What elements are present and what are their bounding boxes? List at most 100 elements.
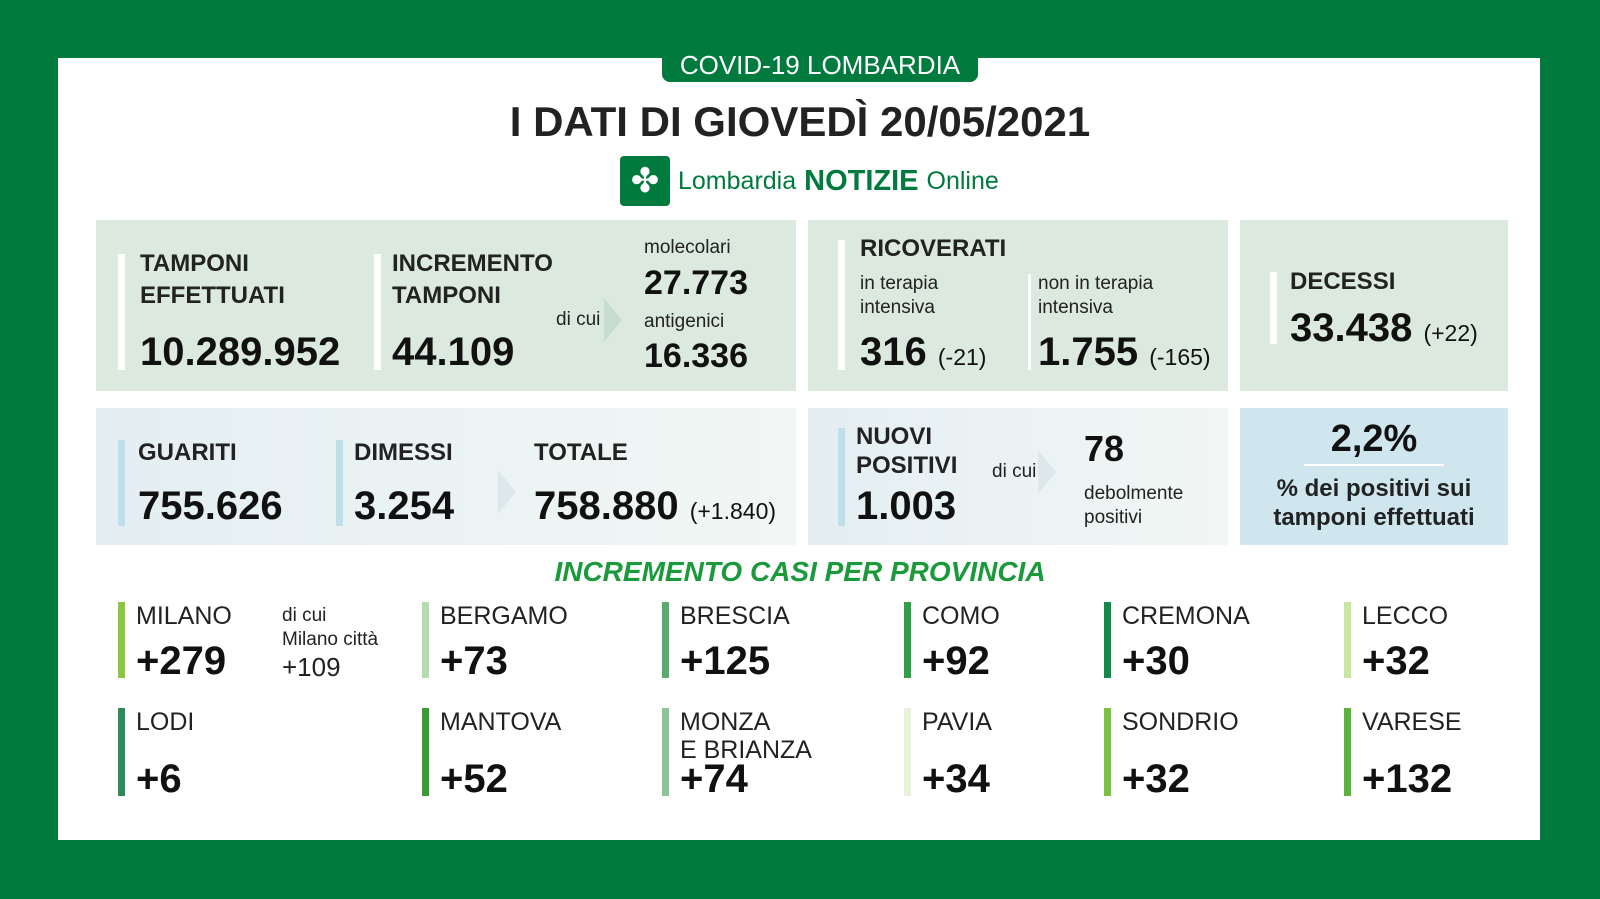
logo: ✤ Lombardia NOTIZIE Online: [620, 156, 999, 206]
province-color-bar: [904, 602, 911, 678]
page-title: I DATI DI GIOVEDÌ 20/05/2021: [509, 98, 1091, 145]
section-title: INCREMENTO CASI PER PROVINCIA: [554, 556, 1046, 587]
guariti-value: 755.626: [138, 484, 283, 528]
incremento-value: 44.109: [392, 330, 515, 374]
province-item: PAVIA +34: [904, 708, 1124, 801]
milano-citta: di cui Milano città +109: [282, 605, 379, 682]
decessi-value: 33.438 (+22): [1290, 306, 1478, 350]
province-item: COMO +92: [904, 602, 1124, 683]
logo-text: NOTIZIE: [804, 164, 919, 197]
dimessi-label: DIMESSI: [354, 439, 453, 466]
incremento-label: INCREMENTO TAMPONI: [392, 250, 553, 309]
antigenici-value: 16.336: [644, 337, 748, 375]
divider: [374, 254, 381, 370]
logo-text: Lombardia: [678, 166, 797, 195]
nuovi-value: 1.003: [856, 484, 957, 528]
divider: [336, 440, 343, 526]
tamponi-panel: [96, 220, 796, 391]
molecolari-label: molecolari: [644, 237, 731, 258]
divider: [838, 428, 845, 526]
divider: [1028, 274, 1031, 370]
nti-value: 1.755 (-165): [1038, 330, 1211, 374]
tamponi-value: 10.289.952: [140, 330, 341, 374]
province-name: BRESCIA: [680, 602, 790, 630]
logo-text: Online: [926, 166, 999, 195]
province-color-bar: [118, 708, 125, 796]
totale-value: 758.880 (+1.840): [534, 484, 777, 528]
arrow-icon: [1038, 450, 1056, 494]
percent-value: 2,2%: [1330, 418, 1418, 460]
arrow-icon: [498, 470, 516, 514]
province-name: MILANO: [136, 602, 232, 630]
province-value: +73: [440, 639, 508, 683]
province-value: +34: [922, 757, 990, 801]
divider: [1270, 272, 1277, 344]
province-name: LECCO: [1362, 602, 1449, 630]
divider: [838, 240, 845, 370]
province-color-bar: [422, 708, 429, 796]
province-value: +52: [440, 757, 508, 801]
tamponi-label: TAMPONI EFFETTUATI: [140, 250, 285, 309]
di-cui-label: di cui: [556, 309, 601, 330]
arrow-icon: [604, 298, 622, 342]
province-item: LODI +6: [118, 708, 338, 801]
antigenici-label: antigenici: [644, 311, 725, 332]
province-item: BERGAMO +73: [422, 602, 642, 683]
province-name: LODI: [136, 708, 195, 736]
decessi-label: DECESSI: [1290, 268, 1396, 295]
ricoverati-label: RICOVERATI: [860, 235, 1007, 262]
province-name: CREMONA: [1122, 602, 1250, 630]
province-color-bar: [1104, 708, 1111, 796]
province-color-bar: [904, 708, 911, 796]
header-tag: COVID-19 LOMBARDIA: [662, 48, 978, 82]
province-item: SONDRIO +32: [1104, 708, 1324, 801]
province-name: SONDRIO: [1122, 708, 1239, 736]
province-value: +74: [680, 757, 748, 801]
ti-label: in terapia intensiva: [860, 273, 939, 318]
province-value: +32: [1362, 639, 1430, 683]
ti-value: 316 (-21): [860, 330, 987, 374]
province-item: MILANO +279: [118, 602, 338, 683]
nuovi-label: NUOVI POSITIVI: [856, 423, 958, 479]
lombardia-rose-icon: ✤: [620, 156, 670, 206]
province-color-bar: [1104, 602, 1111, 678]
province-item: BRESCIA +125: [662, 602, 882, 683]
province-color-bar: [662, 602, 669, 678]
nti-label: non in terapia intensiva: [1038, 273, 1154, 318]
province-name: COMO: [922, 602, 1000, 630]
nuovi-positivi-panel: [808, 408, 1228, 545]
ricoverati-panel: [808, 220, 1228, 391]
decessi-panel: [1240, 220, 1508, 391]
province-color-bar: [662, 708, 669, 796]
dimessi-value: 3.254: [354, 484, 455, 528]
province-value: +6: [136, 757, 182, 801]
divider: [118, 254, 125, 370]
province-value: +30: [1122, 639, 1190, 683]
totale-label: TOTALE: [534, 439, 628, 466]
divider: [1304, 464, 1444, 466]
guariti-label: GUARITI: [138, 439, 237, 466]
province-value: +279: [136, 639, 227, 683]
province-value: +92: [922, 639, 990, 683]
province-name: MONZA E BRIANZA: [680, 708, 812, 764]
province-name: MANTOVA: [440, 708, 562, 736]
province-color-bar: [1344, 708, 1351, 796]
province-item: LECCO +32: [1344, 602, 1564, 683]
province-color-bar: [1344, 602, 1351, 678]
province-value: +125: [680, 639, 771, 683]
province-name: PAVIA: [922, 708, 992, 736]
province-item: MANTOVA +52: [422, 708, 642, 801]
molecolari-value: 27.773: [644, 264, 748, 302]
province-item: CREMONA +30: [1104, 602, 1324, 683]
province-item: VARESE +132: [1344, 708, 1564, 801]
province-item: MONZA E BRIANZA +74: [662, 708, 882, 801]
province-name: VARESE: [1362, 708, 1462, 736]
province-value: +32: [1122, 757, 1190, 801]
deboli-label: debolmente positivi: [1084, 483, 1184, 528]
province-name: BERGAMO: [440, 602, 568, 630]
province-value: +132: [1362, 757, 1453, 801]
deboli-value: 78: [1084, 428, 1125, 469]
percent-label: % dei positivi sui tamponi effettuati: [1273, 475, 1475, 531]
divider: [118, 440, 125, 526]
di-cui-label: di cui: [992, 461, 1037, 482]
